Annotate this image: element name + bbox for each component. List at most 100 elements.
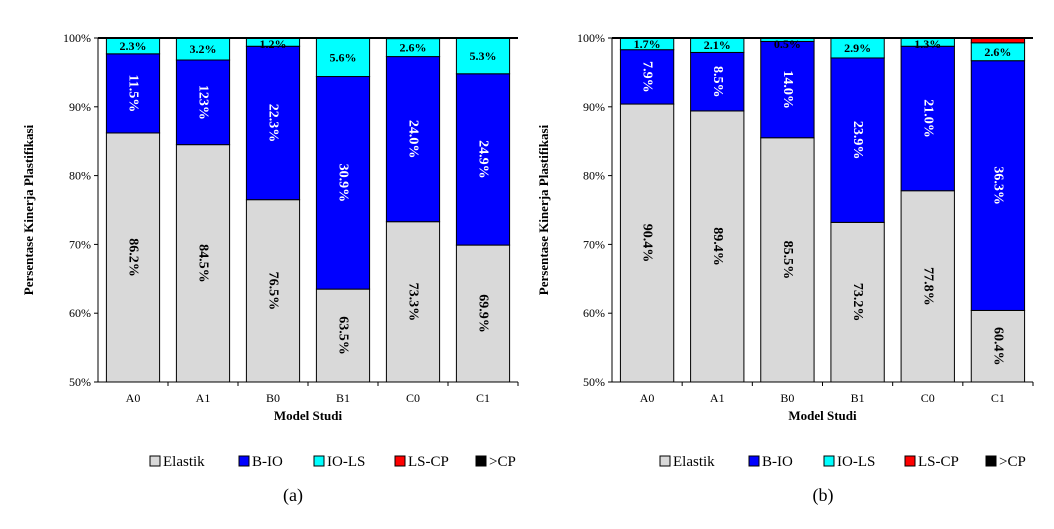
data-label: 77.8% bbox=[920, 267, 935, 306]
data-label: 89.4% bbox=[710, 227, 725, 265]
data-label: 76.5% bbox=[266, 272, 281, 311]
bar-segment-elastik bbox=[385, 221, 441, 383]
y-axis-label: Persentase Kinerja Plastifikasi bbox=[21, 124, 36, 295]
x-tick-label: B1 bbox=[336, 391, 350, 405]
legend-label: Elastik bbox=[673, 454, 715, 470]
bar-segment-b-io bbox=[105, 53, 161, 134]
data-label: 90.4% bbox=[640, 224, 655, 262]
y-tick-label: 100% bbox=[577, 31, 605, 45]
data-label: 2.3% bbox=[120, 39, 147, 53]
data-label: 123% bbox=[196, 85, 211, 120]
data-label: 23.9% bbox=[850, 121, 865, 160]
legend: Elastik B-IO IO-LS LS-CP >CP bbox=[149, 454, 516, 470]
legend-swatch-elastik bbox=[659, 455, 671, 467]
data-label: 2.9% bbox=[844, 41, 871, 55]
bar-segment-b-io bbox=[760, 40, 815, 139]
x-tick-label: C0 bbox=[921, 391, 935, 405]
chart-a: 50% 60% 70% 80% 90% 100% 86.2% 11.5% 2.3% A0 84.5%… bbox=[21, 31, 519, 470]
bar-segment-elastik bbox=[105, 132, 161, 383]
legend-label: B-IO bbox=[252, 454, 283, 470]
y-tick-label: 90% bbox=[69, 100, 91, 114]
legend-label: >CP bbox=[489, 454, 516, 470]
data-label: 2.6% bbox=[400, 41, 427, 55]
x-tick-label: A1 bbox=[196, 391, 211, 405]
x-tick-label: C1 bbox=[476, 391, 490, 405]
x-tick-label: A0 bbox=[126, 391, 141, 405]
y-tick-label: 90% bbox=[583, 100, 605, 114]
legend-label: IO-LS bbox=[327, 454, 365, 470]
x-tick-label: B0 bbox=[780, 391, 794, 405]
legend-label: IO-LS bbox=[837, 454, 875, 470]
data-label: 2.1% bbox=[704, 38, 731, 52]
legend: Elastik B-IO IO-LS LS-CP >CP bbox=[659, 454, 1026, 470]
bar-segment-elastik bbox=[619, 103, 675, 383]
y-tick-label: 100% bbox=[63, 31, 91, 45]
bar-segment-b-io bbox=[900, 45, 955, 192]
x-tick-label: A1 bbox=[710, 391, 725, 405]
data-label: 85.5% bbox=[780, 241, 795, 280]
data-label: 1.2% bbox=[260, 37, 287, 51]
data-label: 0.5% bbox=[774, 37, 801, 51]
bar-segment-b-io bbox=[455, 73, 511, 246]
y-tick-label: 50% bbox=[583, 375, 605, 389]
y-tick-label: 50% bbox=[69, 375, 91, 389]
legend-swatch--cp bbox=[985, 455, 997, 467]
data-label: 3.2% bbox=[190, 42, 217, 56]
subcaption-a: (a) bbox=[283, 485, 303, 506]
bar-segment-io-ls bbox=[455, 37, 511, 75]
data-label: 11.5% bbox=[126, 75, 141, 113]
y-tick-label: 80% bbox=[583, 169, 605, 183]
data-label: 60.4% bbox=[990, 327, 1005, 366]
bar-segment-io-ls bbox=[315, 37, 371, 78]
legend-label: Elastik bbox=[163, 454, 205, 470]
legend-swatch-ls-cp bbox=[904, 455, 916, 467]
data-label: 5.3% bbox=[470, 49, 497, 63]
bar-segment-elastik bbox=[760, 137, 815, 383]
bar-segment-elastik bbox=[455, 244, 511, 383]
data-label: 24.9% bbox=[476, 140, 491, 179]
bar-segment-elastik bbox=[315, 288, 371, 383]
legend-swatch--cp bbox=[475, 455, 487, 467]
y-tick-label: 60% bbox=[583, 306, 605, 320]
data-label: 21.0% bbox=[920, 99, 935, 138]
y-tick-label: 70% bbox=[69, 237, 91, 251]
x-tick-label: C1 bbox=[991, 391, 1005, 405]
legend-swatch-elastik bbox=[149, 455, 161, 467]
bar-segment-b-io bbox=[619, 49, 675, 105]
legend-label: LS-CP bbox=[408, 454, 449, 470]
data-label: 7.9% bbox=[640, 61, 655, 93]
data-label: 1.3% bbox=[914, 37, 941, 51]
y-tick-label: 70% bbox=[583, 237, 605, 251]
x-tick-label: C0 bbox=[406, 391, 420, 405]
y-tick-label: 60% bbox=[69, 306, 91, 320]
legend-swatch-b-io bbox=[238, 455, 250, 467]
data-label: 36.3% bbox=[990, 166, 1005, 205]
y-axis-label: Persentase Kinerja Plastifikasi bbox=[536, 124, 551, 295]
legend-label: >CP bbox=[999, 454, 1026, 470]
data-label: 2.6% bbox=[984, 45, 1011, 59]
data-label: 30.9% bbox=[336, 164, 351, 203]
data-label: 14.0% bbox=[780, 70, 795, 109]
y-tick-label: 80% bbox=[69, 169, 91, 183]
x-axis-label: Model Studi bbox=[788, 408, 857, 423]
bar-segment-elastik bbox=[245, 199, 301, 383]
data-label: 69.9% bbox=[476, 294, 491, 333]
bar-segment-b-io bbox=[970, 60, 1026, 311]
subcaption-b: (b) bbox=[813, 485, 834, 506]
data-label: 22.3% bbox=[266, 104, 281, 143]
legend-swatch-io-ls bbox=[313, 455, 325, 467]
x-axis-label: Model Studi bbox=[274, 408, 343, 423]
legend-swatch-b-io bbox=[748, 455, 760, 467]
legend-label: B-IO bbox=[762, 454, 793, 470]
data-label: 1.7% bbox=[634, 37, 661, 51]
bar-segment-b-io bbox=[315, 76, 371, 290]
bar-segment-elastik bbox=[830, 221, 885, 383]
legend-label: LS-CP bbox=[918, 454, 959, 470]
data-label: 86.2% bbox=[126, 238, 141, 277]
bar-segment-b-io bbox=[385, 56, 441, 223]
legend-swatch-ls-cp bbox=[394, 455, 406, 467]
data-label: 5.6% bbox=[330, 50, 357, 64]
bar-segment-b-io bbox=[690, 51, 745, 112]
bar-segment-b-io bbox=[245, 45, 301, 201]
